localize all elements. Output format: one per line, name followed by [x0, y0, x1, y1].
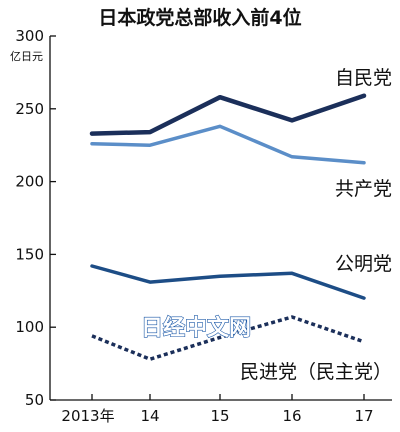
x-tick-label: 14 [140, 407, 159, 425]
series-label-ldp: 自民党 [335, 67, 392, 89]
y-tick-label: 200 [15, 173, 44, 191]
y-tick-label: 150 [15, 245, 44, 263]
x-tick-label: 17 [354, 407, 373, 425]
series-lines [89, 93, 367, 361]
watermark: 日经中文网 [141, 315, 251, 341]
chart-title: 日本政党总部收入前4位 [98, 6, 301, 29]
series-label-jcp: 共产党 [335, 178, 392, 200]
y-axis-unit: 亿日元 [10, 50, 43, 63]
series-line-dp [91, 315, 365, 361]
x-tick-label: 16 [282, 407, 301, 425]
series-label-komeito: 公明党 [335, 253, 392, 275]
y-tick-label: 50 [25, 391, 44, 409]
y-tick-label: 250 [15, 100, 44, 118]
series-line-ldp [89, 93, 367, 136]
x-tick-label: 2013年 [61, 407, 114, 425]
x-axis-ticks: 2013年 14 15 16 17 [61, 394, 374, 425]
axes [49, 36, 392, 401]
y-tick-label: 300 [15, 27, 44, 45]
series-line-komeito [90, 264, 366, 300]
series-line-jcp [90, 124, 366, 165]
y-axis-ticks: 300 250 200 150 100 50 [15, 27, 56, 409]
series-label-dp: 民进党（民主党） [240, 361, 392, 383]
y-tick-label: 100 [15, 318, 44, 336]
x-tick-label: 15 [210, 407, 229, 425]
